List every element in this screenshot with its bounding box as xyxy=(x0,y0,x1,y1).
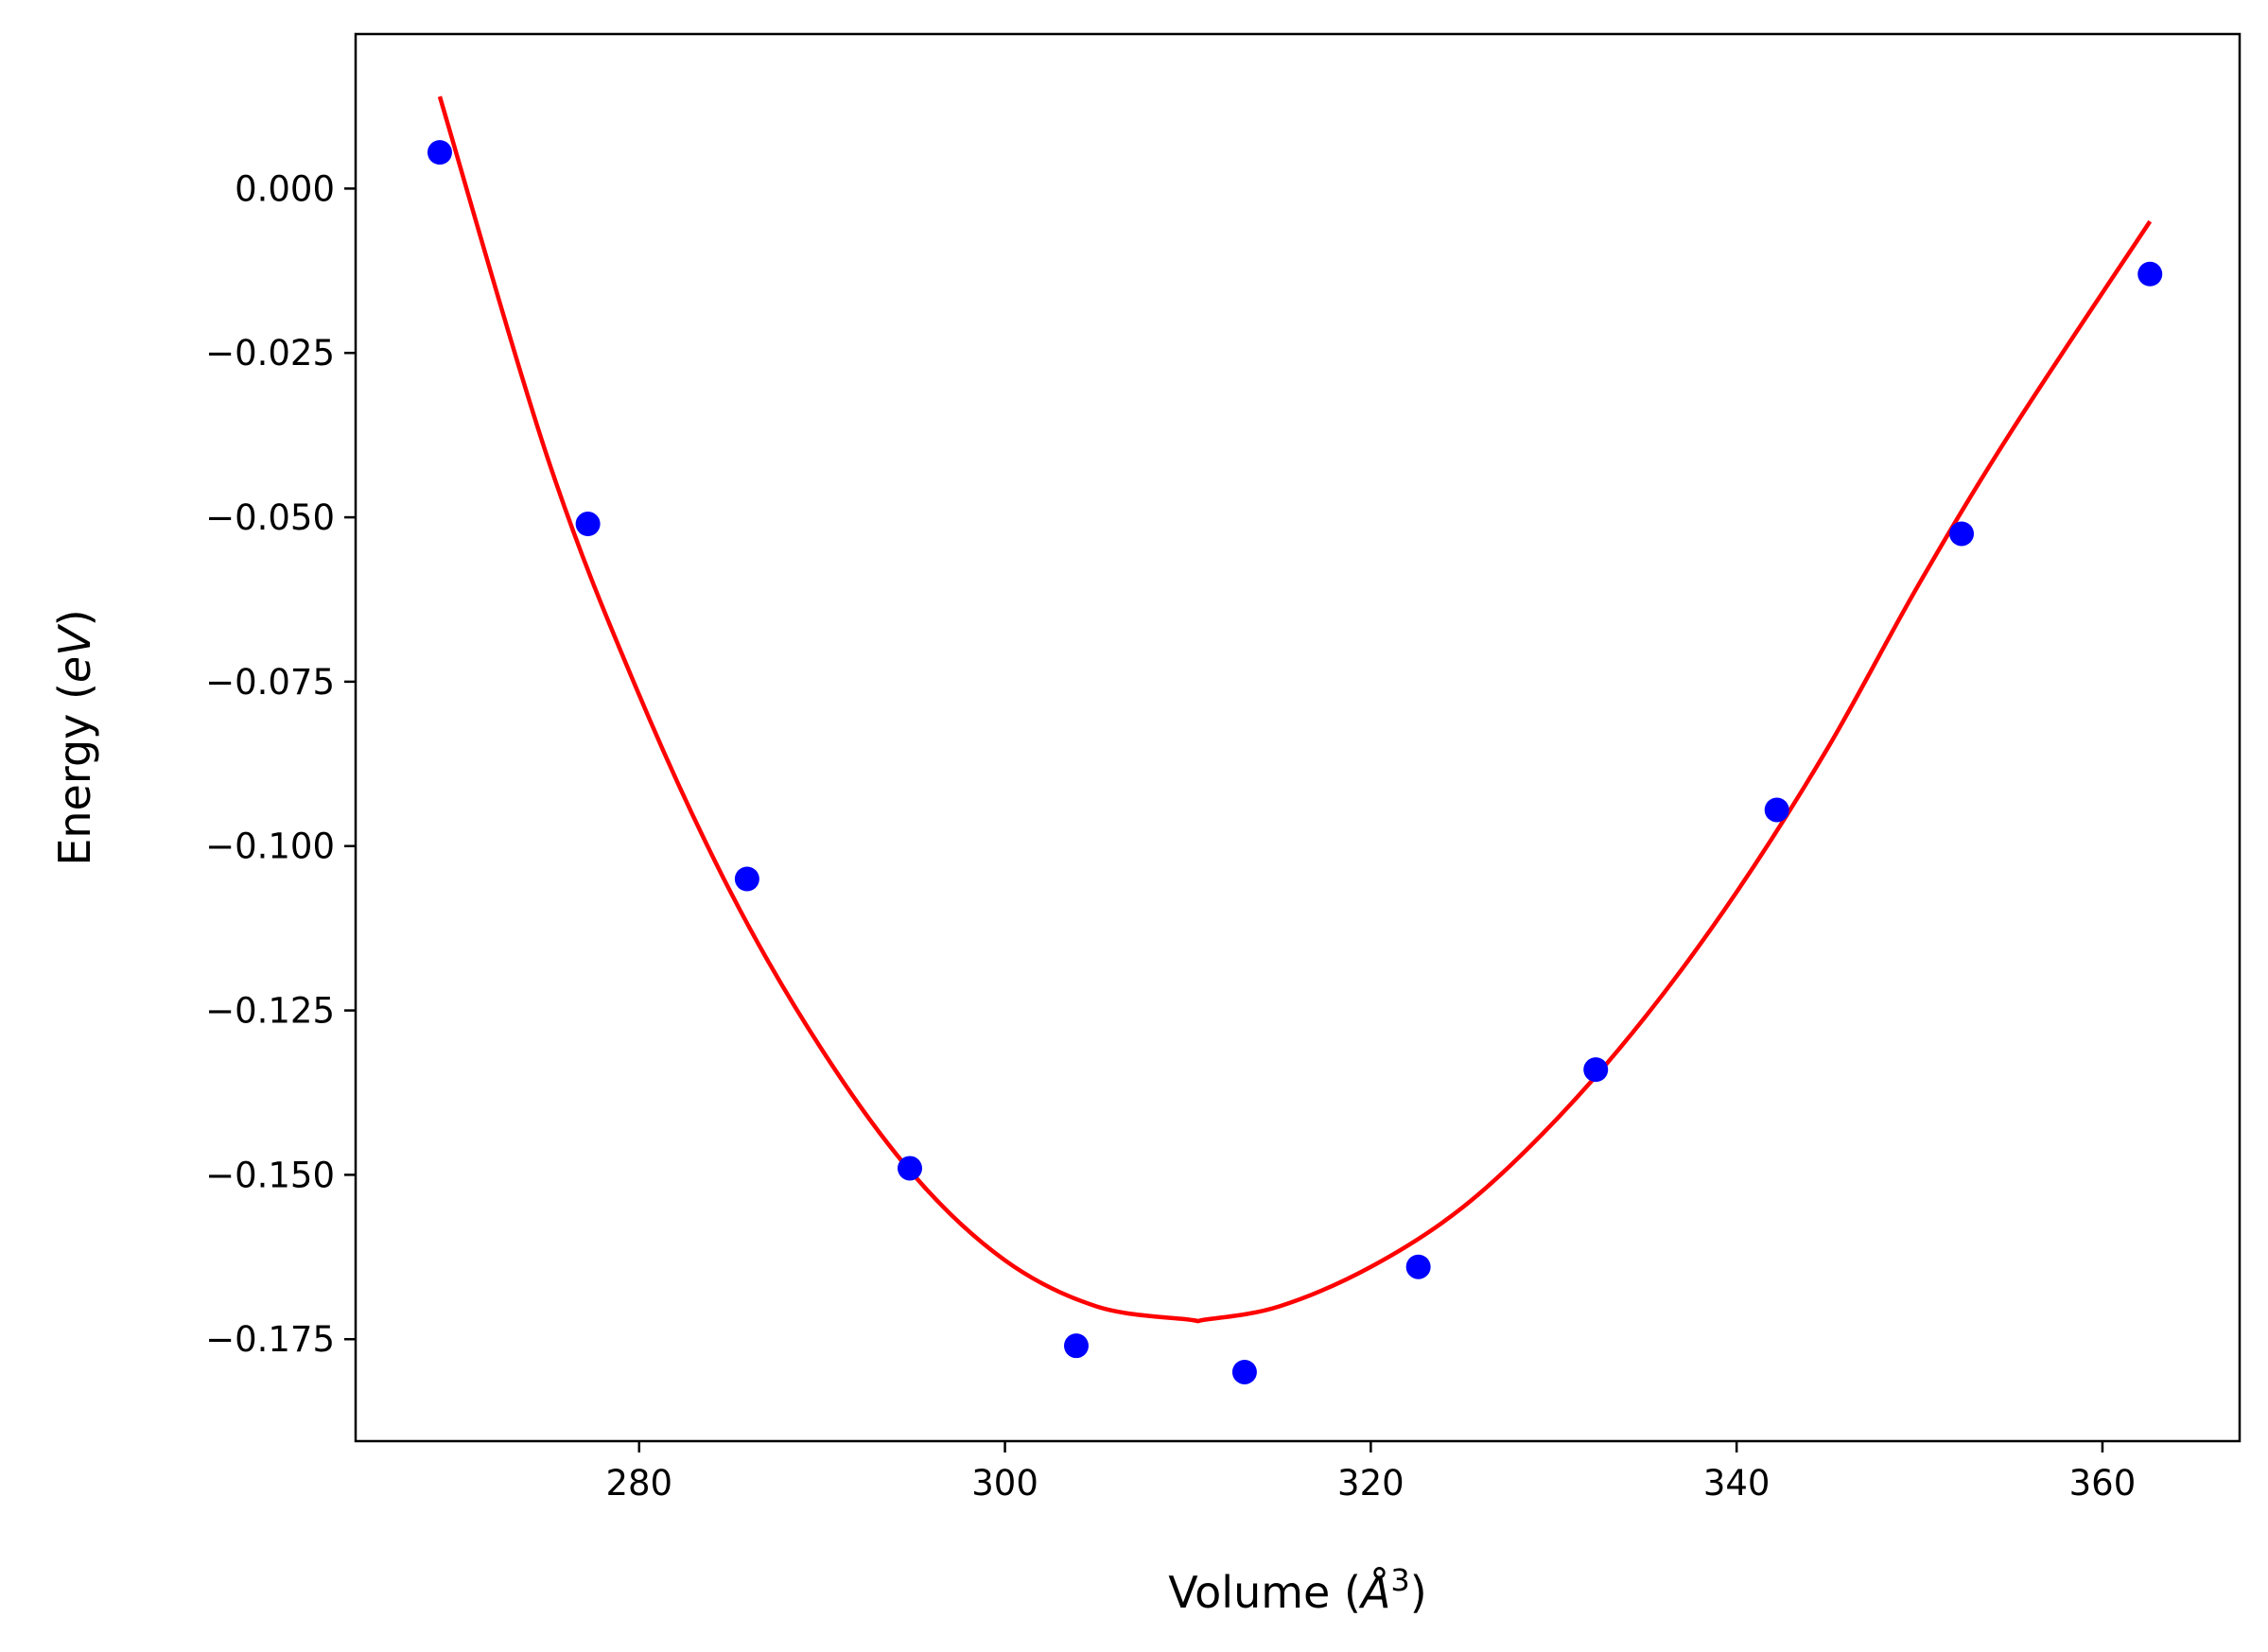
y-tick-label: −0.025 xyxy=(205,333,335,374)
data-point xyxy=(1231,1359,1257,1384)
fit-curve-layer xyxy=(437,96,2153,1324)
y-tick-label: −0.100 xyxy=(205,826,335,867)
y-axis-unit: eV xyxy=(49,623,100,683)
fit-curve xyxy=(437,96,2153,1324)
data-point xyxy=(427,140,452,165)
y-axis-label: Energy (eV) xyxy=(49,609,100,865)
y-tick-label: −0.175 xyxy=(205,1319,335,1360)
x-axis-unit-exponent: 3 xyxy=(1390,1562,1409,1598)
x-axis-label-text: Volume xyxy=(1168,1567,1330,1618)
y-axis-ticks: 0.000 −0.025 −0.050 −0.075 −0.100 −0.125 −0.15… xyxy=(205,168,356,1360)
x-axis-ticks: 280 300 320 340 360 xyxy=(605,1441,2136,1504)
y-axis-label-text: Energy xyxy=(49,714,100,866)
plot-area xyxy=(354,32,2242,1443)
data-point xyxy=(1949,521,1975,547)
x-tick-label: 360 xyxy=(2069,1463,2137,1504)
y-tick-label: −0.075 xyxy=(205,662,335,703)
data-point xyxy=(1764,797,1789,823)
data-point xyxy=(1063,1333,1089,1359)
data-point xyxy=(1583,1057,1609,1083)
data-point xyxy=(1405,1254,1431,1279)
y-tick-label: −0.125 xyxy=(205,991,335,1032)
x-tick-label: 320 xyxy=(1337,1463,1404,1504)
x-tick-label: 300 xyxy=(971,1463,1038,1504)
x-tick-label: 340 xyxy=(1703,1463,1771,1504)
y-tick-label: −0.150 xyxy=(205,1155,335,1195)
data-points-layer xyxy=(427,140,2163,1384)
x-tick-label: 280 xyxy=(605,1463,672,1504)
y-tick-label: −0.050 xyxy=(205,497,335,538)
data-point xyxy=(734,866,759,892)
x-axis-unit: Å xyxy=(1358,1567,1390,1618)
y-tick-label: 0.000 xyxy=(235,168,335,209)
data-point xyxy=(575,512,601,537)
data-point xyxy=(897,1156,922,1181)
data-point xyxy=(2137,261,2163,287)
x-axis-label: Volume (Å3) xyxy=(1168,1562,1426,1618)
